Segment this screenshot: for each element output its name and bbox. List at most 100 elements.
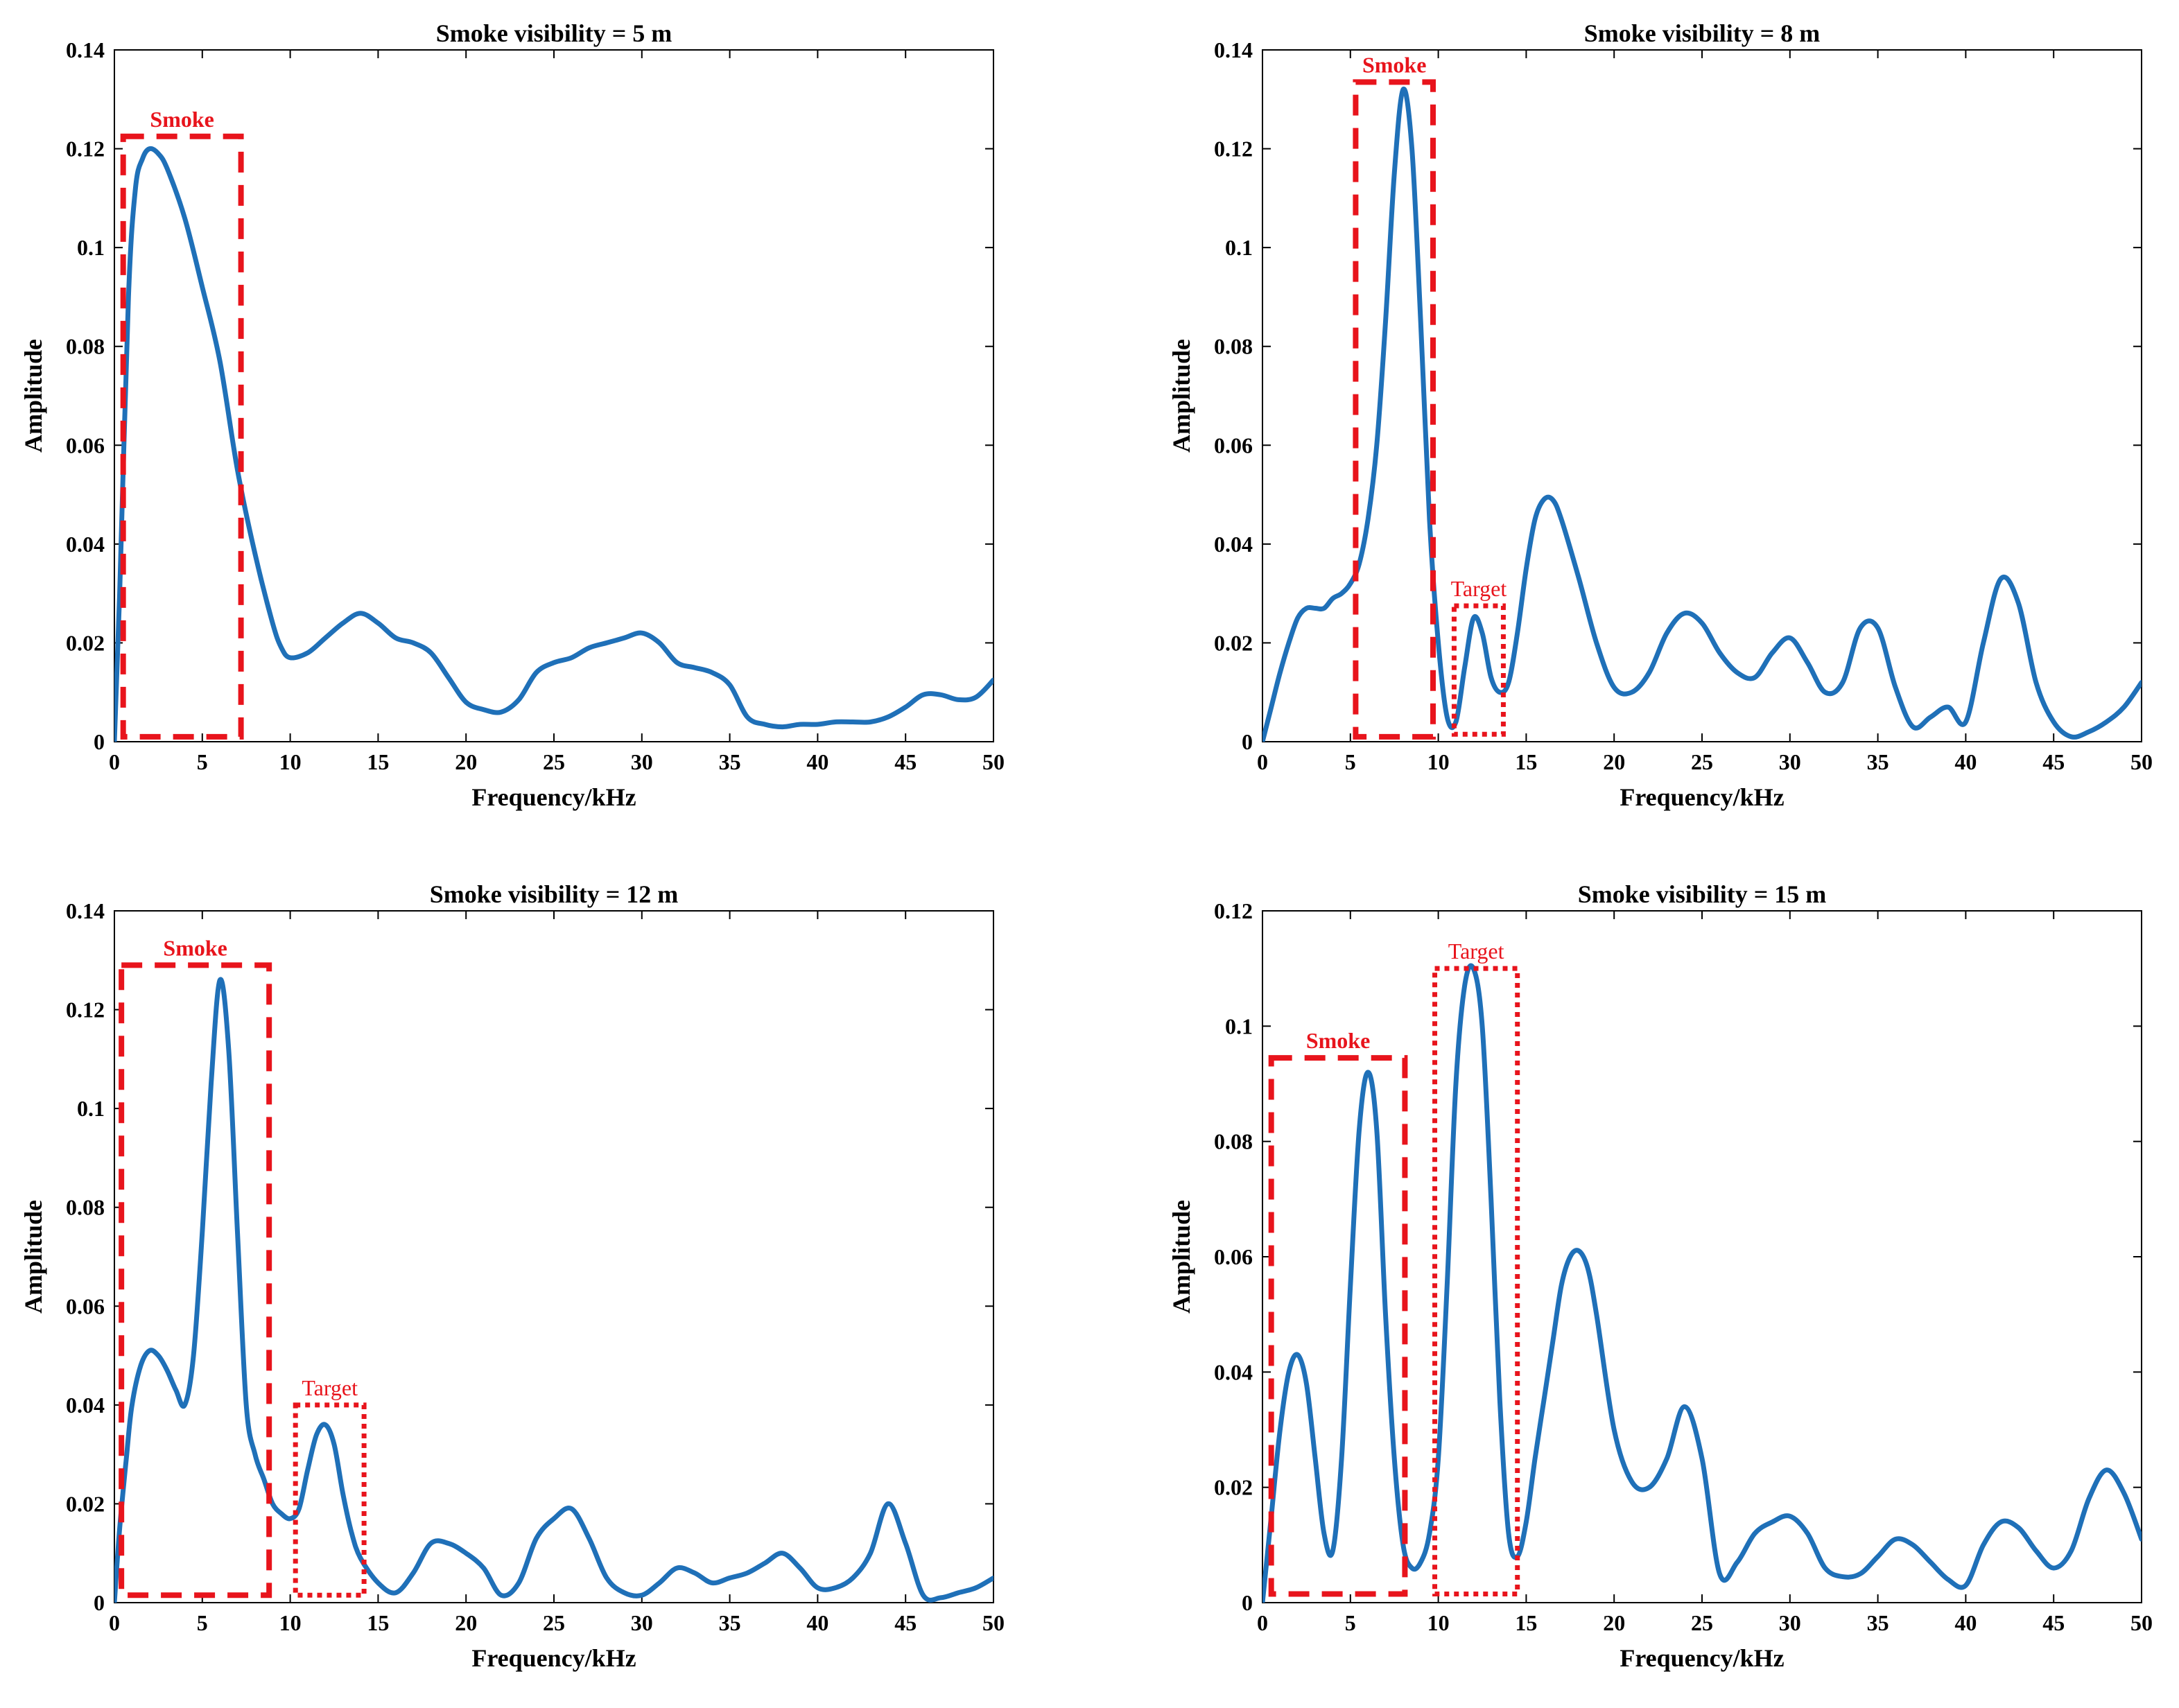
y-tick-label: 0.02 — [1214, 630, 1253, 655]
y-tick-label: 0 — [1242, 1590, 1253, 1615]
y-tick-label: 0.08 — [66, 334, 105, 359]
x-tick-label: 25 — [543, 749, 565, 774]
y-tick-label: 0.14 — [1214, 37, 1253, 62]
smoke-label: Smoke — [1362, 52, 1426, 77]
x-tick-label: 35 — [1867, 749, 1889, 774]
x-tick-label: 15 — [1515, 749, 1537, 774]
y-axis-label: Amplitude — [19, 339, 47, 453]
y-tick-label: 0.04 — [1214, 1359, 1253, 1384]
x-tick-label: 15 — [367, 1610, 389, 1635]
y-tick-label: 0.08 — [1214, 1129, 1253, 1154]
y-axis-label: Amplitude — [1167, 1200, 1195, 1314]
x-tick-label: 10 — [279, 1610, 302, 1635]
x-tick-label: 35 — [719, 1610, 741, 1635]
y-tick-label: 0.04 — [66, 1393, 105, 1418]
x-tick-label: 15 — [1515, 1610, 1537, 1635]
x-tick-label: 30 — [631, 1610, 653, 1635]
target-label: Target — [1448, 939, 1504, 964]
y-tick-label: 0.02 — [66, 630, 105, 655]
y-tick-label: 0.1 — [77, 1096, 105, 1121]
chart-panel-2: 0 5 10 15 20 25 30 35 40 45 50 0 0.02 0.04 0.06 0.08 0.1… — [1167, 19, 2153, 811]
x-tick-label: 5 — [197, 1610, 208, 1635]
x-tick-label: 50 — [2130, 749, 2153, 774]
y-tick-label: 0.08 — [1214, 334, 1253, 359]
y-tick-label: 0 — [94, 1590, 105, 1615]
x-tick-label: 0 — [1257, 1610, 1268, 1635]
axes-frame — [114, 910, 994, 1603]
smoke-box — [119, 962, 272, 1598]
y-tick-label: 0.14 — [66, 898, 105, 923]
x-tick-label: 40 — [1954, 1610, 1977, 1635]
y-tick-label: 0.12 — [66, 137, 105, 162]
x-tick-label: 30 — [631, 749, 653, 774]
y-tick-label: 0.14 — [66, 37, 105, 62]
y-tick-label: 0 — [1242, 729, 1253, 754]
x-tick-label: 35 — [719, 749, 741, 774]
x-tick-label: 30 — [1779, 749, 1801, 774]
x-tick-label: 45 — [894, 749, 917, 774]
y-tick-label: 0.06 — [66, 433, 105, 458]
x-axis-label: Frequency/kHz — [1620, 783, 1784, 811]
smoke-label: Smoke — [150, 107, 214, 132]
y-tick-label: 0.06 — [1214, 433, 1253, 458]
x-axis-label: Frequency/kHz — [471, 1644, 636, 1672]
x-tick-label: 5 — [1345, 749, 1356, 774]
y-axis-label: Amplitude — [19, 1200, 47, 1314]
x-tick-label: 15 — [367, 749, 389, 774]
x-tick-label: 20 — [1603, 1610, 1625, 1635]
chart-title: Smoke visibility = 5 m — [436, 19, 672, 47]
x-tick-label: 50 — [2130, 1610, 2153, 1635]
series-line — [114, 146, 993, 742]
x-tick-label: 25 — [1691, 1610, 1713, 1635]
series-line — [114, 977, 993, 1603]
y-tick-label: 0.1 — [1225, 1013, 1253, 1038]
y-tick-label: 0.04 — [66, 532, 105, 557]
x-tick-label: 40 — [1954, 749, 1977, 774]
smoke-label: Smoke — [1306, 1028, 1370, 1053]
x-tick-label: 50 — [982, 1610, 1005, 1635]
axes-frame — [114, 49, 994, 742]
x-tick-label: 30 — [1779, 1610, 1801, 1635]
chart-title: Smoke visibility = 8 m — [1584, 19, 1821, 47]
y-tick-label: 0.06 — [1214, 1244, 1253, 1269]
smoke-box — [120, 133, 244, 740]
x-tick-label: 10 — [1427, 749, 1450, 774]
x-tick-label: 45 — [894, 1610, 917, 1635]
y-tick-label: 0.02 — [1214, 1475, 1253, 1500]
target-box — [293, 1402, 367, 1598]
target-label: Target — [302, 1375, 358, 1400]
x-tick-label: 10 — [1427, 1610, 1450, 1635]
x-tick-label: 45 — [2042, 1610, 2065, 1635]
x-tick-label: 0 — [109, 749, 120, 774]
y-tick-label: 0.06 — [66, 1293, 105, 1318]
x-axis-label: Frequency/kHz — [1620, 1644, 1784, 1672]
y-tick-label: 0.12 — [1214, 137, 1253, 162]
series-line — [1262, 963, 2142, 1603]
x-tick-label: 25 — [1691, 749, 1713, 774]
smoke-box — [1268, 1055, 1408, 1597]
target-label: Target — [1451, 576, 1507, 601]
y-tick-label: 0.04 — [1214, 532, 1253, 557]
y-axis-label: Amplitude — [1167, 339, 1195, 453]
x-tick-label: 0 — [109, 1610, 120, 1635]
x-tick-label: 20 — [455, 749, 477, 774]
y-tick-label: 0.08 — [66, 1195, 105, 1220]
x-axis-label: Frequency/kHz — [471, 783, 636, 811]
target-box — [1432, 966, 1520, 1597]
x-tick-label: 35 — [1867, 1610, 1889, 1635]
y-tick-label: 0.1 — [77, 235, 105, 260]
chart-panel-1: 0 5 10 15 20 25 30 35 40 45 50 0 0.02 0.04 0.06 0.08 0.1… — [19, 19, 1005, 811]
axes-frame — [1262, 910, 2142, 1603]
chart-title: Smoke visibility = 12 m — [430, 880, 679, 908]
x-tick-label: 40 — [806, 749, 828, 774]
y-tick-label: 0.12 — [66, 997, 105, 1022]
x-tick-label: 5 — [197, 749, 208, 774]
smoke-box — [1353, 79, 1436, 740]
x-tick-label: 0 — [1257, 749, 1268, 774]
x-tick-label: 20 — [455, 1610, 477, 1635]
y-tick-label: 0.12 — [1214, 898, 1253, 923]
chart-title: Smoke visibility = 15 m — [1578, 880, 1827, 908]
x-tick-label: 25 — [543, 1610, 565, 1635]
smoke-label: Smoke — [163, 935, 227, 960]
